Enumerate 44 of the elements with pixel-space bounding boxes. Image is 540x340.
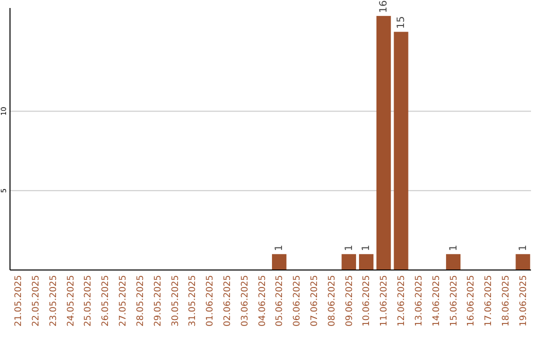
x-tick-label: 03.06.2025 bbox=[240, 275, 250, 327]
x-tick-label: 31.05.2025 bbox=[188, 275, 198, 327]
x-tick-label: 16.06.2025 bbox=[466, 275, 477, 327]
x-tick-label: 21.05.2025 bbox=[14, 275, 24, 327]
x-tick-label: 17.06.2025 bbox=[484, 275, 494, 327]
x-tick-label: 08.06.2025 bbox=[327, 275, 338, 327]
data-label: 1 bbox=[448, 244, 460, 252]
x-tick-label: 05.06.2025 bbox=[275, 275, 286, 327]
x-tick-label: 13.06.2025 bbox=[414, 275, 424, 327]
x-tick-label: 14.06.2025 bbox=[432, 275, 442, 327]
data-label: 15 bbox=[396, 16, 408, 29]
x-tick-label: 07.06.2025 bbox=[310, 275, 320, 327]
x-tick-label: 15.06.2025 bbox=[449, 275, 460, 327]
x-tick-label: 12.06.2025 bbox=[397, 275, 408, 327]
x-tick-label: 26.05.2025 bbox=[101, 275, 112, 327]
x-tick-label: 23.05.2025 bbox=[48, 275, 59, 327]
x-tick-label: 27.05.2025 bbox=[118, 275, 129, 327]
x-tick-label: 09.06.2025 bbox=[344, 275, 355, 327]
x-tick-label: 04.06.2025 bbox=[258, 275, 268, 327]
x-tick-label: 19.06.2025 bbox=[518, 275, 529, 327]
x-tick-label: 28.05.2025 bbox=[136, 275, 146, 327]
bar bbox=[342, 254, 356, 270]
x-tick-label: 10.06.2025 bbox=[362, 275, 372, 327]
bar bbox=[516, 254, 530, 270]
data-label: 16 bbox=[378, 0, 390, 13]
x-tick-label: 06.06.2025 bbox=[292, 275, 303, 327]
bar bbox=[272, 254, 286, 270]
x-tick-label: 01.06.2025 bbox=[206, 275, 216, 327]
x-tick-label: 22.05.2025 bbox=[32, 275, 42, 327]
bar bbox=[394, 32, 408, 270]
x-tick-label: 18.06.2025 bbox=[502, 275, 512, 327]
data-label: 1 bbox=[518, 244, 529, 252]
bar bbox=[376, 16, 391, 270]
x-tick-label: 02.06.2025 bbox=[222, 275, 233, 327]
data-label: 1 bbox=[344, 244, 355, 252]
x-tick-label: 25.05.2025 bbox=[84, 275, 94, 327]
data-label: 1 bbox=[274, 244, 286, 252]
x-tick-label: 11.06.2025 bbox=[380, 275, 390, 327]
bar bbox=[446, 254, 460, 270]
bar bbox=[359, 254, 374, 270]
data-label: 1 bbox=[361, 244, 372, 252]
x-tick-label: 29.05.2025 bbox=[153, 275, 164, 327]
x-tick-label: 30.05.2025 bbox=[170, 275, 181, 327]
x-tick-label: 24.05.2025 bbox=[66, 275, 76, 327]
